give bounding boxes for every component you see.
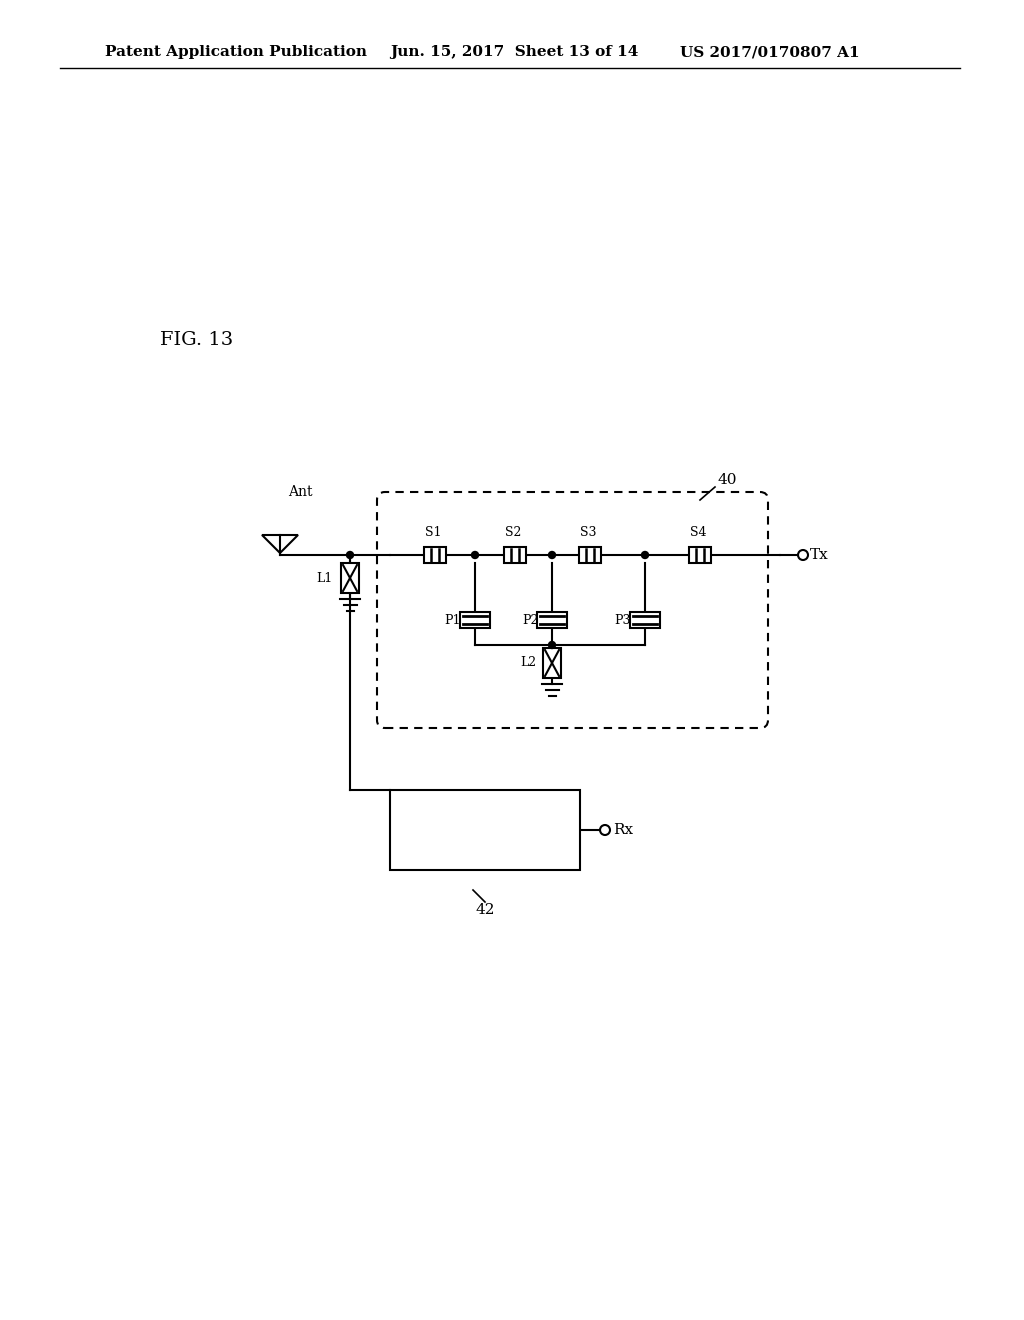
Bar <box>689 546 711 564</box>
Bar <box>543 648 561 678</box>
Text: FIG. 13: FIG. 13 <box>160 331 233 348</box>
Text: Patent Application Publication: Patent Application Publication <box>105 45 367 59</box>
Bar <box>537 612 567 628</box>
Text: 42: 42 <box>475 903 495 917</box>
Bar <box>504 546 526 564</box>
Bar <box>341 564 359 593</box>
Bar <box>424 546 446 564</box>
Text: S4: S4 <box>690 527 707 540</box>
Text: Ant: Ant <box>288 484 312 499</box>
Text: P1: P1 <box>444 614 461 627</box>
Circle shape <box>346 552 353 558</box>
Text: 40: 40 <box>718 473 737 487</box>
Text: L1: L1 <box>315 572 332 585</box>
Text: P3: P3 <box>614 614 631 627</box>
Circle shape <box>549 552 555 558</box>
Text: L2: L2 <box>520 656 536 669</box>
Circle shape <box>641 552 648 558</box>
Bar <box>630 612 660 628</box>
Text: US 2017/0170807 A1: US 2017/0170807 A1 <box>680 45 859 59</box>
Text: P2: P2 <box>522 614 539 627</box>
Text: Rx: Rx <box>613 822 633 837</box>
Circle shape <box>549 642 555 648</box>
Bar <box>460 612 490 628</box>
Bar <box>390 789 580 870</box>
Text: S3: S3 <box>580 527 596 540</box>
Text: Jun. 15, 2017  Sheet 13 of 14: Jun. 15, 2017 Sheet 13 of 14 <box>390 45 638 59</box>
Text: S1: S1 <box>425 527 441 540</box>
Circle shape <box>471 552 478 558</box>
Text: S2: S2 <box>505 527 521 540</box>
Bar <box>579 546 601 564</box>
Text: Tx: Tx <box>810 548 828 562</box>
